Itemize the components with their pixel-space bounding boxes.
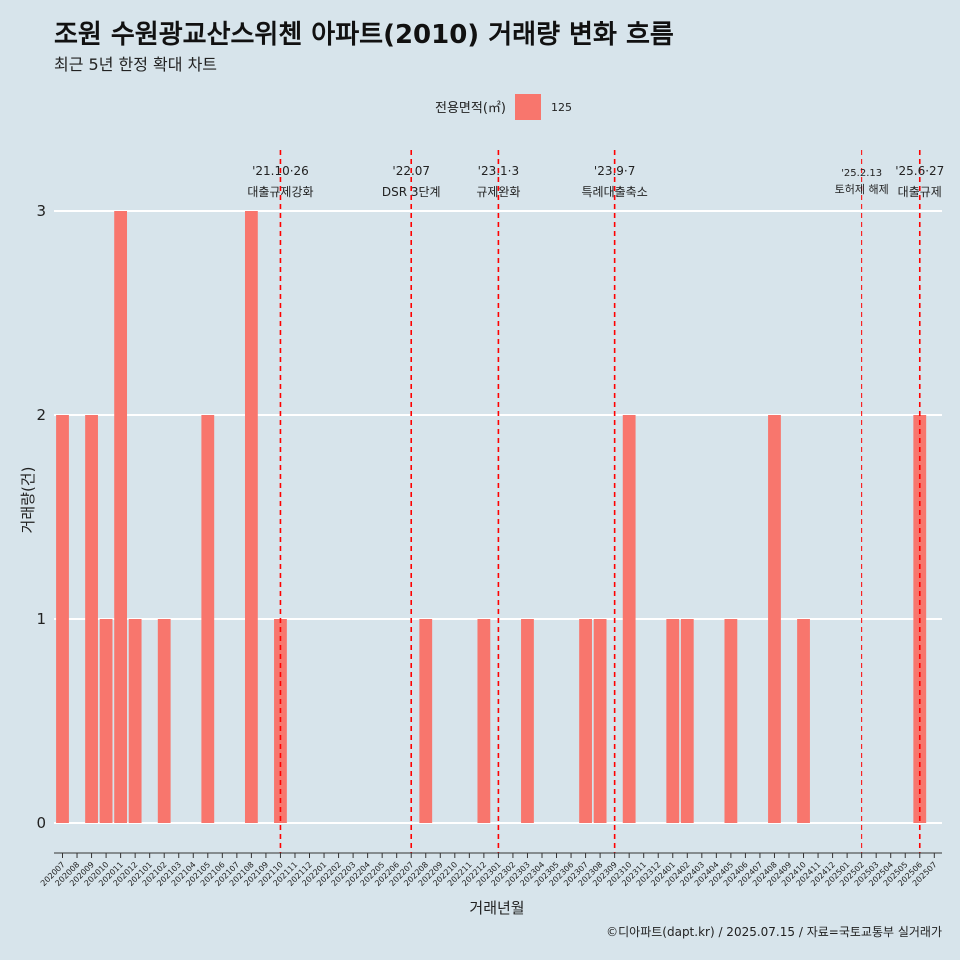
bar <box>521 619 534 823</box>
x-axis: 2020072020082020092020102020112020122021… <box>39 852 942 888</box>
y-axis-title: 거래량(건) <box>19 467 37 534</box>
legend-entry-label: 125 <box>551 101 572 114</box>
bar <box>579 619 592 823</box>
bar <box>157 619 171 823</box>
bar <box>114 211 128 823</box>
legend: 전용면적(㎡) 125 <box>435 94 572 120</box>
legend-swatch <box>515 94 541 120</box>
event-date-label: '22.07 <box>392 164 430 178</box>
y-axis: 0 1 2 3 <box>36 202 46 832</box>
bar <box>622 415 636 823</box>
y-tick-label: 1 <box>36 610 46 628</box>
event-date-label: '23.1·3 <box>478 164 519 178</box>
event-date-label: '25.2.13 <box>841 168 882 179</box>
bar <box>768 415 781 823</box>
event-name-label: DSR 3단계 <box>382 185 441 199</box>
bar <box>201 415 215 823</box>
bar <box>666 619 680 823</box>
bars <box>56 211 927 823</box>
event-date-label: '23.9·7 <box>594 164 635 178</box>
event-name-label: 대출규제강화 <box>247 185 313 199</box>
event-name-label: 토허제 해제 <box>835 182 889 196</box>
bar <box>56 415 69 823</box>
event-date-label: '21.10·26 <box>252 164 309 178</box>
event-name-label: 특례대출축소 <box>582 185 648 199</box>
bar <box>797 619 810 823</box>
event-name-label: 규제완화 <box>476 185 520 199</box>
bar <box>477 619 491 823</box>
y-tick-label: 3 <box>36 202 46 220</box>
event-lines: '21.10·26 대출규제강화 '22.07 DSR 3단계 '23.1·3 규제완화 '… <box>247 150 944 853</box>
event-name-label: 대출규제 <box>898 185 942 199</box>
legend-title: 전용면적(㎡) <box>435 101 506 116</box>
y-tick-label: 0 <box>36 814 46 832</box>
bar <box>680 619 694 823</box>
bar <box>244 211 258 823</box>
x-axis-title: 거래년월 <box>469 899 524 917</box>
bar <box>419 619 433 823</box>
y-tick-label: 2 <box>36 406 46 424</box>
bar <box>99 619 113 823</box>
chart-title: 조원 수원광교산스위첸 아파트(2010) 거래량 변화 흐름 <box>54 20 674 50</box>
event-date-label: '25.6·27 <box>895 164 944 178</box>
bar <box>724 619 738 823</box>
bar <box>593 619 607 823</box>
chart-subtitle: 최근 5년 한정 확대 차트 <box>54 55 217 74</box>
bar <box>128 619 142 823</box>
chart-caption: ©디아파트(dapt.kr) / 2025.07.15 / 자료=국토교통부 실… <box>606 925 942 939</box>
bar <box>85 415 98 823</box>
